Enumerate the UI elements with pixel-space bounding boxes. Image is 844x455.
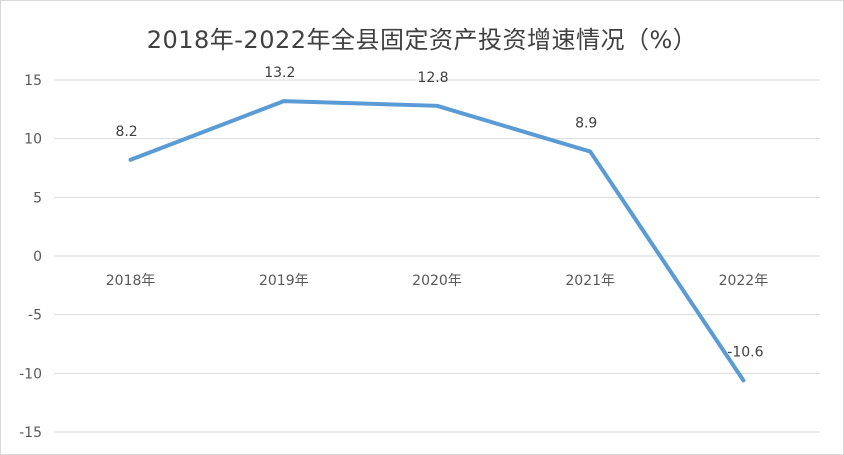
y-tick-label: -15 (19, 425, 42, 441)
x-tick-label: 2022年 (719, 273, 769, 289)
y-tick-label: 15 (24, 73, 42, 89)
gridlines (54, 79, 820, 433)
data-label: 8.9 (575, 116, 597, 132)
x-tick-label: 2018年 (106, 273, 156, 289)
data-labels: 8.2 13.2 12.8 8.9 -10.6 (115, 65, 763, 360)
y-tick-label: 10 (24, 132, 42, 148)
y-tick-label: -5 (28, 308, 42, 324)
x-tick-label: 2019年 (259, 273, 309, 289)
x-tick-label: 2020年 (412, 273, 462, 289)
y-tick-label: 0 (33, 249, 42, 265)
data-label: 12.8 (417, 70, 448, 86)
series-layer (128, 99, 746, 383)
x-axis-ticks: 2018年 2019年 2020年 2021年 2022年 (106, 273, 768, 289)
y-axis-ticks: 15 10 5 0 -5 -10 -15 (19, 73, 42, 441)
y-tick-label: -10 (19, 366, 42, 382)
chart-title: 2018年-2022年全县固定资产投资增速情况（%） (146, 26, 698, 54)
y-tick-label: 5 (33, 190, 42, 206)
series-line (128, 99, 746, 383)
data-label: 8.2 (115, 124, 137, 140)
data-label: 13.2 (264, 65, 295, 81)
data-label: -10.6 (727, 344, 763, 360)
x-tick-label: 2021年 (565, 273, 615, 289)
